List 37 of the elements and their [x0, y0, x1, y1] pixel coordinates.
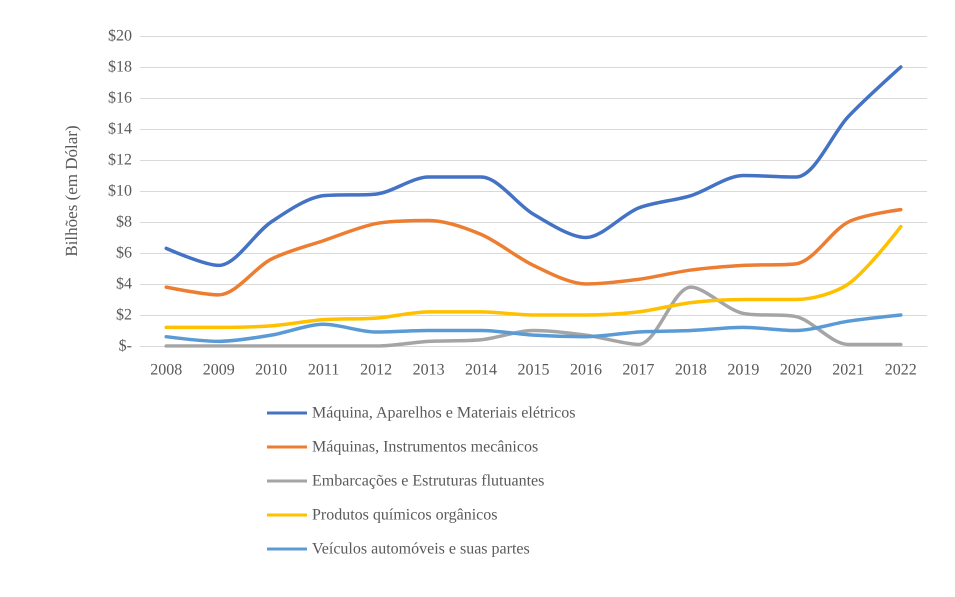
y-tick-label: $8	[116, 214, 132, 230]
line-series	[164, 65, 903, 268]
legend-label: Máquina, Aparelhos e Materiais elétricos	[312, 404, 576, 422]
y-tick-label: $14	[108, 120, 132, 138]
y-tick-label: $6	[116, 244, 132, 262]
line-series	[164, 208, 903, 297]
x-tick-label: 2022	[884, 362, 917, 378]
legend-label: Produtos químicos orgânicos	[312, 506, 498, 524]
y-tick-label: $16	[108, 90, 132, 106]
legend-label: Máquinas, Instrumentos mecânicos	[312, 438, 538, 456]
y-tick-label: $2	[116, 306, 132, 324]
x-tick-label: 2019	[727, 362, 760, 378]
x-tick-label: 2018	[674, 362, 707, 378]
x-tick-label: 2017	[622, 362, 654, 378]
y-tick-label: $18	[108, 58, 132, 76]
x-tick-label: 2008	[150, 362, 182, 378]
y-tick-label: $10	[108, 182, 132, 200]
line-series	[164, 224, 903, 330]
x-tick-label: 2015	[518, 362, 550, 378]
x-tick-label: 2013	[412, 362, 445, 378]
x-tick-label: 2011	[308, 362, 340, 378]
y-tick-label: $-	[118, 338, 132, 354]
legend-label: Veículos automóveis e suas partes	[312, 540, 530, 558]
legend-label: Embarcações e Estruturas flutuantes	[312, 472, 544, 490]
y-tick-label: $4	[116, 276, 132, 292]
x-tick-label: 2014	[465, 362, 498, 378]
x-tick-label: 2010	[255, 362, 288, 378]
line-series	[164, 285, 903, 348]
y-axis-title: Bilhões (em Dólar)	[62, 125, 81, 257]
x-tick-label: 2009	[202, 362, 235, 378]
x-tick-label: 2020	[780, 362, 812, 378]
y-tick-label: $20	[108, 28, 132, 44]
line-series	[164, 313, 903, 344]
x-tick-label: 2012	[360, 362, 392, 378]
x-tick-label: 2021	[832, 362, 864, 378]
x-tick-label: 2016	[570, 362, 602, 378]
y-tick-label: $12	[108, 152, 132, 168]
